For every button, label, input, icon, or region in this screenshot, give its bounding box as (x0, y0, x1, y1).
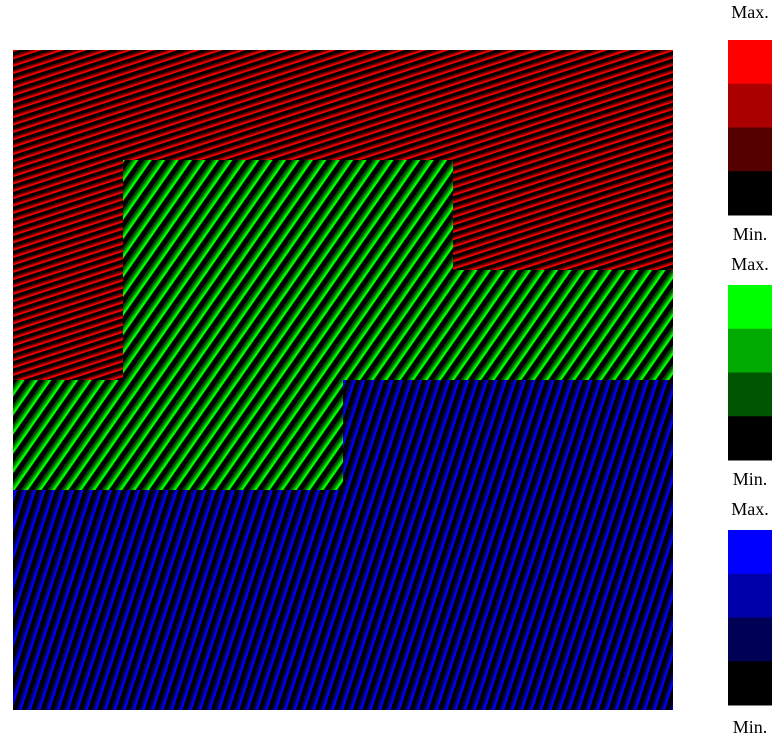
scale-block (728, 530, 772, 574)
color-scale: Max. Min. (728, 499, 772, 737)
scale-min-label: Min. (733, 717, 768, 737)
scale-block (728, 618, 772, 662)
scale-block (728, 416, 772, 460)
scale-block (728, 574, 772, 618)
color-scales: Max. Min. Max. Min. Max. Min. (728, 2, 772, 737)
view: Max. Min. Max. Min. Max. Min. (0, 0, 782, 745)
scale-block (728, 285, 772, 329)
scale-max-label: Max. (731, 499, 769, 519)
scale-block (728, 661, 772, 705)
color-scale: Max. Min. (728, 254, 772, 489)
texture-image (13, 50, 673, 710)
scale-block (728, 40, 772, 84)
scale-max-label: Max. (731, 2, 769, 22)
scale-block (728, 171, 772, 215)
scale-min-label: Min. (733, 469, 768, 489)
scale-block (728, 329, 772, 373)
scale-max-label: Max. (731, 254, 769, 274)
page: Max.Min.Max.Min.Max.Min. (() => { const … (0, 0, 782, 745)
scale-block (728, 373, 772, 417)
color-scale: Max. Min. (728, 2, 772, 244)
scale-block (728, 84, 772, 128)
scale-min-label: Min. (733, 224, 768, 244)
scale-block (728, 128, 772, 172)
